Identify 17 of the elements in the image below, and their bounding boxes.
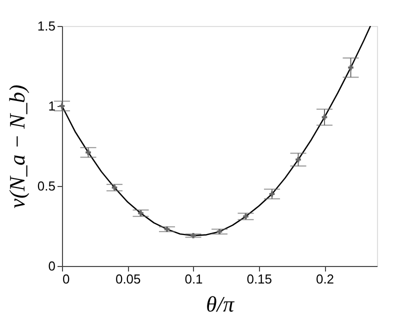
y-axis-title: v(N_a − N_b): [4, 84, 30, 208]
point: [216, 228, 222, 234]
point: [322, 114, 328, 120]
y-tick-label: 1.5: [37, 18, 56, 34]
y-tick-label: 0.5: [37, 178, 56, 194]
x-tick-label: 0.2: [316, 272, 334, 286]
point: [164, 226, 170, 232]
x-tick-label: 0: [62, 272, 70, 286]
x-tick-label: 0.15: [246, 272, 272, 286]
y-tick-label: 0: [48, 258, 56, 274]
y-tick-label: 1: [48, 98, 56, 114]
x-tick-label: 0.1: [184, 272, 203, 286]
point: [86, 150, 91, 156]
x-axis-title: θ/π: [206, 292, 235, 316]
point: [348, 64, 354, 70]
point: [296, 156, 301, 162]
x-tick-label: 0.05: [115, 272, 141, 286]
